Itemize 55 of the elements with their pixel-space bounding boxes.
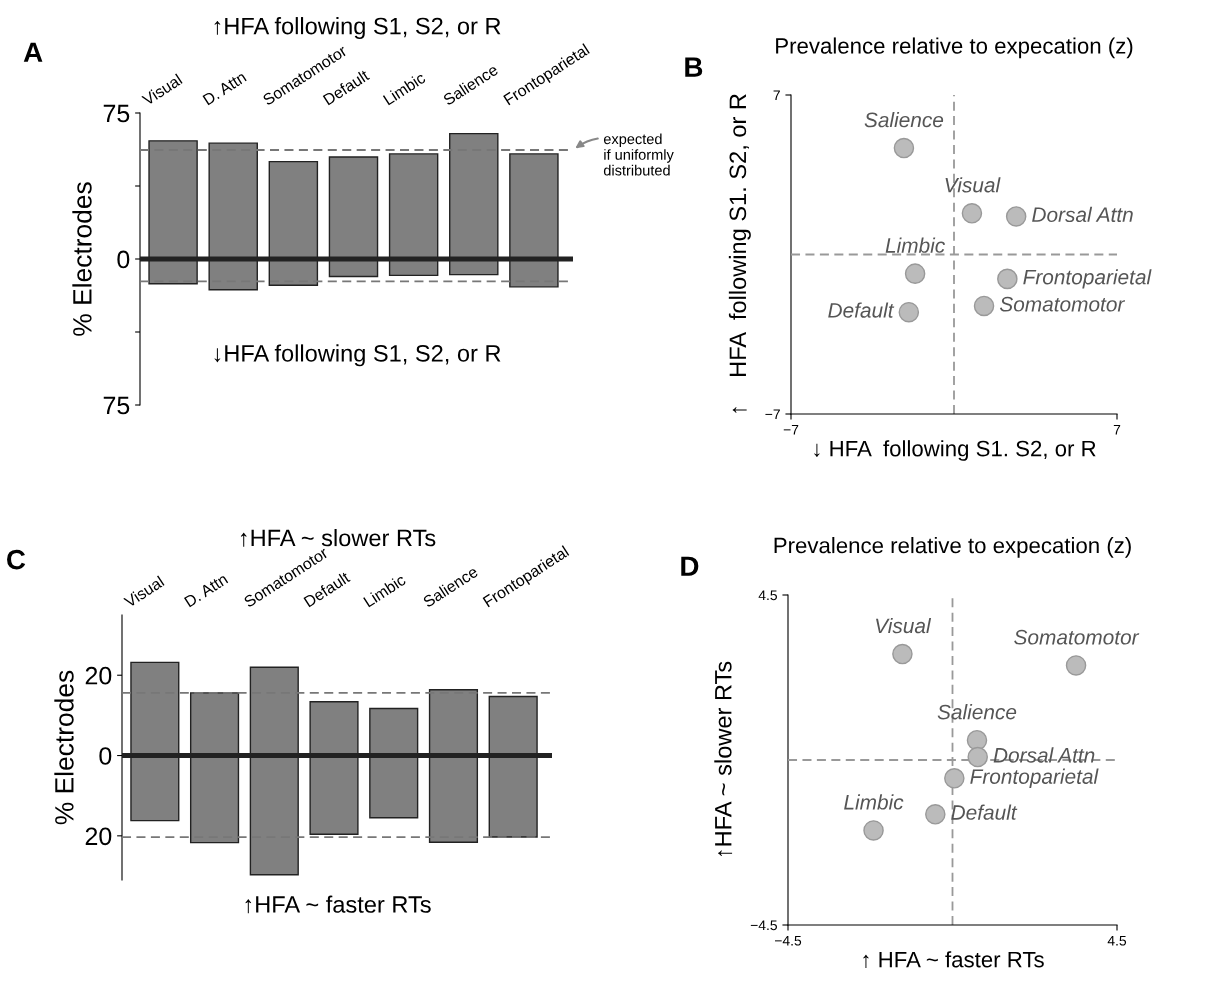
y-tick-label: 75 [103, 396, 130, 415]
point [966, 729, 988, 751]
annotation: ↓HFA following S1, S2, or R [214, 344, 501, 367]
point [893, 137, 915, 159]
y-axis-title: % Electrodes [72, 182, 92, 336]
point [973, 295, 995, 317]
x-axis-title: ↓ HFA following S1. S2, or R [814, 440, 1096, 461]
y-tick-label: 0 [99, 747, 112, 765]
annotation: Salience [864, 112, 944, 128]
text: ↑HFA ~ faster RTs [245, 895, 431, 914]
text: C [7, 549, 26, 570]
point [892, 643, 913, 665]
annotation: Somatomotor [999, 296, 1126, 312]
point [961, 202, 983, 224]
point [863, 820, 884, 841]
point [1005, 206, 1027, 227]
y-tick-label: 75 [103, 104, 130, 123]
x-axis-title: ↑ HFA ~ faster RTs [863, 951, 1044, 968]
text: B [685, 57, 703, 77]
y-axis-title: % Electrodes [54, 670, 74, 825]
annotation: Dorsal Attn [993, 747, 1095, 763]
y-axis-title: ↑HFA ~ slower RTs [714, 661, 733, 857]
chart-title: Prevalence relative to expecation (z) [774, 536, 1131, 558]
annotation: Limbic [844, 794, 904, 810]
annotation: Salience [937, 704, 1017, 720]
point [997, 268, 1018, 290]
y-axis-title: ↑ HFA following S1. S2, or R [728, 94, 751, 413]
ref-line-label: expected if uniformly distributed [603, 133, 674, 176]
annotation: Frontoparietal [970, 768, 1099, 789]
chart-title: Prevalence relative to expecation (z) [776, 37, 1133, 59]
text: D [681, 556, 699, 576]
y-tick-label: 0 [117, 250, 130, 269]
point [904, 263, 926, 284]
annotation: Default [828, 302, 895, 318]
y-tick-label: −7 [765, 409, 780, 420]
annotation: Visual [945, 177, 1001, 193]
point [898, 301, 920, 323]
annotation: Visual [876, 617, 932, 634]
x-tick-label: D. Attn [183, 573, 229, 608]
chart-title: ↑HFA ~ slower RTs [240, 528, 436, 547]
x-tick-label: D. Attn [202, 71, 247, 106]
annotation: Somatomotor [1014, 629, 1140, 645]
y-tick-label: 20 [85, 666, 112, 685]
point [1065, 655, 1087, 676]
y-tick-label: 20 [85, 827, 112, 846]
point [944, 768, 965, 789]
annotation: Dorsal Attn [1032, 206, 1133, 223]
annotation: Frontoparietal [1023, 269, 1152, 289]
point [967, 746, 988, 768]
point [925, 803, 946, 825]
text: A [23, 42, 43, 62]
annotation: Default [951, 804, 1018, 820]
chart-title: ↑HFA following S1, S2, or R [214, 17, 501, 40]
y-tick-label: −4.5 [750, 920, 777, 931]
annotation: Limbic [885, 237, 945, 253]
